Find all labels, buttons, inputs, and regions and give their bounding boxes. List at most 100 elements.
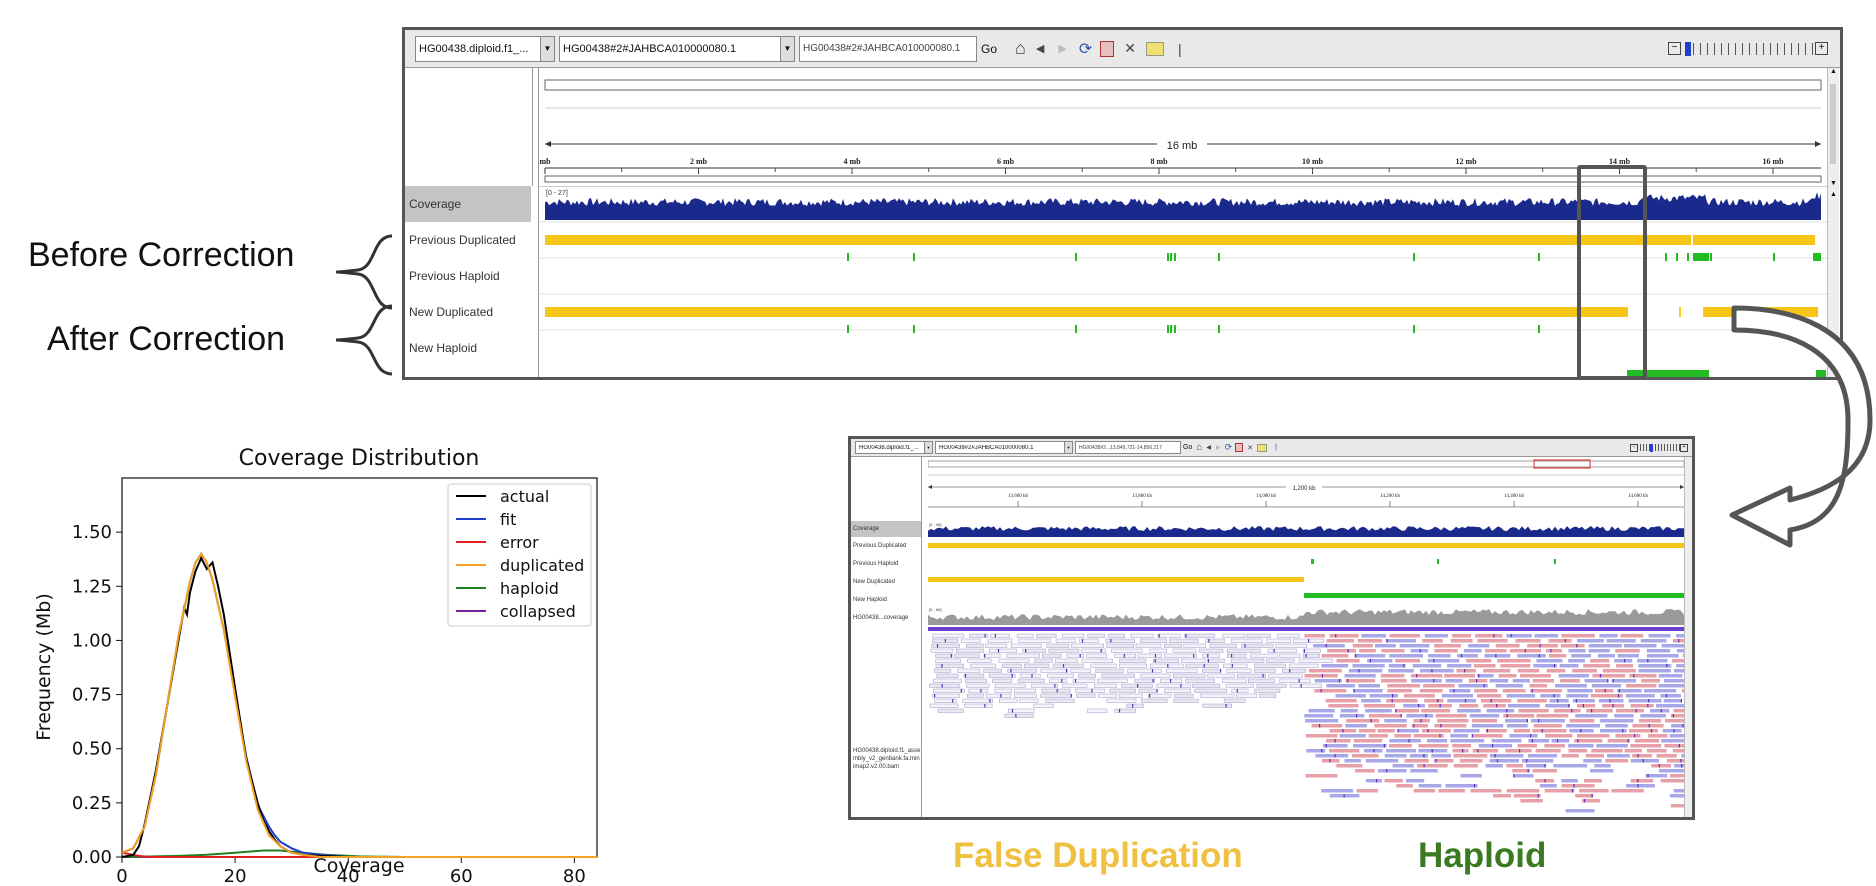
refresh-icon[interactable]: ⟳ — [1224, 442, 1233, 452]
vertical-scrollbar[interactable]: ▲ ▼ ▲ — [1827, 68, 1839, 377]
read — [998, 658, 1030, 663]
read — [1377, 729, 1395, 733]
track-name-new-duplicated[interactable]: New Duplicated — [409, 305, 494, 319]
read — [1140, 673, 1171, 678]
back-icon[interactable]: ◀ — [1206, 445, 1212, 451]
track-name-bam-alignments[interactable]: HG00438.diploid.f1_assembly_v2_genbank.f… — [853, 748, 921, 770]
zoom-out-icon[interactable]: − — [1630, 443, 1638, 452]
zoom-level-indicator[interactable] — [1685, 41, 1691, 56]
read — [1311, 724, 1343, 728]
popup-text-icon[interactable] — [1145, 41, 1164, 56]
track-name-coverage[interactable]: Coverage — [405, 186, 531, 222]
read — [1375, 644, 1396, 648]
track-name-previous-duplicated[interactable]: Previous Duplicated — [409, 233, 516, 247]
genome-dropdown[interactable]: HG00438.diploid.f1_... ▼ — [855, 441, 933, 454]
scroll-up-icon[interactable]: ▲ — [1830, 191, 1837, 198]
haploid-feature — [1167, 325, 1169, 333]
scroll-up-icon[interactable]: ▲ — [1830, 68, 1837, 75]
read — [937, 708, 964, 713]
read-mismatch — [1118, 709, 1121, 713]
read — [964, 703, 993, 708]
roi-icon[interactable] — [1100, 40, 1115, 57]
genome-dropdown[interactable]: HG00438.diploid.f1_... ▼ — [415, 35, 555, 62]
haploid-feature — [1218, 325, 1220, 333]
zoom-in-icon[interactable]: + — [1815, 42, 1828, 55]
read — [1594, 764, 1611, 768]
zoom-slider[interactable] — [1640, 444, 1680, 451]
track-name-new-duplicated[interactable]: New Duplicated — [853, 579, 896, 585]
legend: actual fit error duplicated haploid collapsed — [447, 483, 592, 627]
coverage-range-label: [0 - 27] — [546, 190, 568, 197]
read — [1011, 643, 1042, 648]
read — [1506, 724, 1528, 728]
zoom-level-indicator[interactable] — [1650, 443, 1653, 452]
read — [1452, 634, 1471, 638]
duplicated-feature — [928, 577, 1304, 582]
read — [1397, 729, 1419, 733]
track-name-previous-duplicated[interactable]: Previous Duplicated — [853, 543, 907, 549]
close-x-icon[interactable]: ✕ — [1247, 444, 1254, 452]
home-icon[interactable]: ⌂ — [1015, 38, 1026, 58]
read — [1577, 639, 1604, 643]
ruler-tick-label: 16 mb — [1762, 157, 1784, 166]
series-line-error — [121, 851, 597, 858]
zoom-widget[interactable]: − + — [1630, 443, 1688, 452]
zoom-in-icon[interactable]: + — [1680, 443, 1688, 452]
y-tick-label: 1.00 — [72, 630, 112, 651]
chromosome-dropdown[interactable]: HG00438#2#JAHBCA010000080.1 ▼ — [559, 35, 795, 62]
read — [1528, 739, 1550, 743]
go-button[interactable]: Go — [1183, 444, 1193, 451]
refresh-icon[interactable]: ⟳ — [1078, 40, 1093, 58]
forward-icon[interactable]: ▶ — [1216, 445, 1221, 451]
locus-input-text: HG00438#2...13,849,721-14,856,217 — [1079, 444, 1162, 451]
scroll-down-icon[interactable]: ▼ — [1830, 180, 1837, 187]
read-mismatch — [960, 689, 962, 693]
read-mismatch — [1149, 694, 1151, 698]
track-name-new-haploid[interactable]: New Haploid — [853, 597, 888, 603]
read — [1149, 648, 1167, 653]
forward-icon[interactable]: ▶ — [1058, 43, 1067, 55]
back-icon[interactable]: ◀ — [1035, 43, 1045, 55]
read — [1157, 633, 1181, 638]
scroll-thumb[interactable] — [1830, 84, 1836, 164]
read — [1468, 644, 1490, 648]
zoom-out-icon[interactable]: − — [1668, 42, 1681, 55]
read — [1506, 764, 1523, 768]
read — [1409, 754, 1428, 758]
read — [1507, 704, 1540, 708]
read — [1544, 744, 1565, 748]
track-name-bam-coverage[interactable]: HG00438...coverage — [853, 615, 909, 621]
roi-icon[interactable] — [1235, 443, 1244, 452]
zoom-widget[interactable]: − + — [1668, 41, 1828, 56]
locus-input[interactable]: HG00438#2#JAHBCA010000080.1 — [799, 35, 977, 62]
read-mismatch — [1289, 669, 1291, 673]
chromosome-dropdown[interactable]: HG00438#2#JAHBCA010000080.1 ▼ — [935, 441, 1073, 454]
vertical-scrollbar[interactable] — [1684, 457, 1692, 817]
track-name-previous-haploid[interactable]: Previous Haploid — [853, 561, 899, 567]
zoom-slider[interactable] — [1693, 42, 1813, 55]
read — [1565, 809, 1595, 813]
read — [1669, 734, 1684, 738]
read-mismatch — [1321, 674, 1324, 678]
read — [1406, 779, 1425, 783]
close-x-icon[interactable]: ✕ — [1124, 40, 1136, 56]
read — [1575, 794, 1594, 798]
locus-input[interactable]: HG00438#2...13,849,721-14,856,217 — [1075, 441, 1181, 454]
read — [1632, 754, 1652, 758]
read — [1453, 754, 1488, 758]
alignment-reads — [929, 633, 1684, 813]
track-name-new-haploid[interactable]: New Haploid — [409, 341, 478, 355]
read — [1168, 638, 1199, 643]
read — [1411, 724, 1428, 728]
legend-label: actual — [500, 487, 549, 506]
go-button[interactable]: Go — [981, 41, 998, 56]
read — [1389, 739, 1421, 743]
popup-text-icon[interactable] — [1257, 443, 1268, 452]
read — [1452, 744, 1472, 748]
track-name-previous-haploid[interactable]: Previous Haploid — [409, 269, 500, 283]
read — [966, 683, 990, 688]
track-name-coverage[interactable]: Coverage — [851, 521, 921, 537]
read — [1033, 703, 1054, 708]
home-icon[interactable]: ⌂ — [1196, 442, 1203, 453]
haploid-feature — [1538, 253, 1540, 261]
